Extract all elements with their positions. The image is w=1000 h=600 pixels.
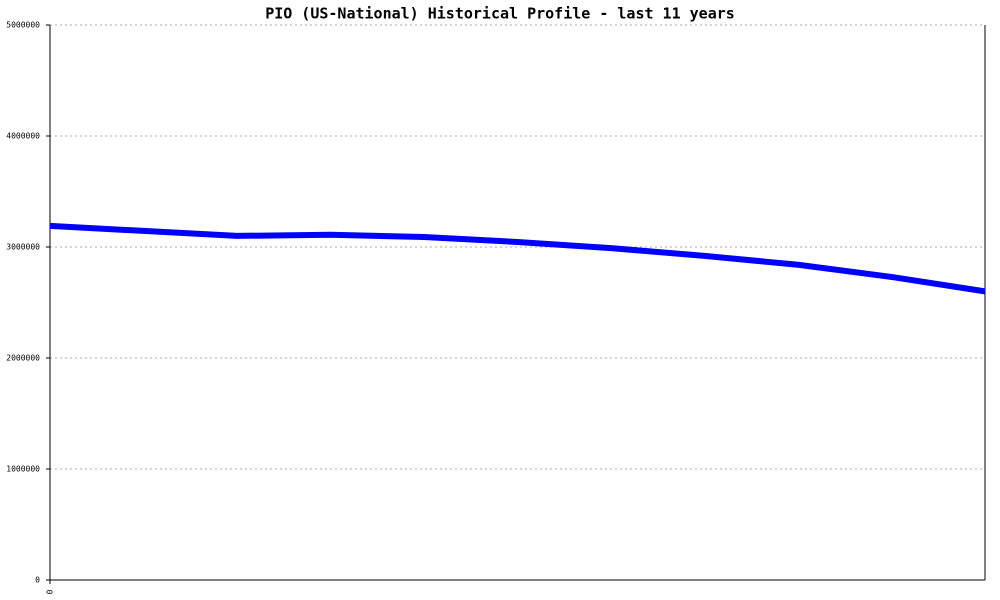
chart-title: PIO (US-National) Historical Profile - l… [265,5,735,23]
y-tick-label: 5000000 [6,21,40,30]
data-line [49,222,986,295]
y-tick-label: 1000000 [6,465,40,474]
y-tick-label: 0 [35,576,40,585]
x-tick-label: 0 [46,589,55,594]
y-tick-label: 4000000 [6,132,40,141]
y-tick-label: 3000000 [6,243,40,252]
y-tick-label: 2000000 [6,354,40,363]
